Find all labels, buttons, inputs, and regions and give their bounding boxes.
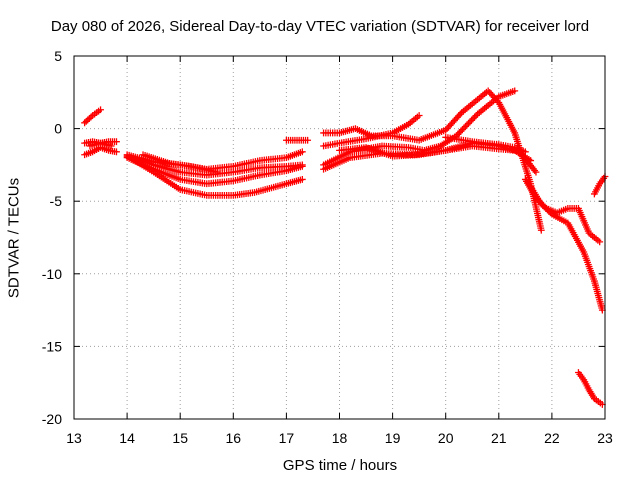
series-arc13	[320, 87, 519, 169]
data-point	[465, 120, 472, 127]
data-point	[460, 124, 468, 132]
data-point	[213, 168, 221, 176]
data-point	[532, 168, 540, 176]
data-point	[304, 136, 312, 144]
data-point	[415, 112, 423, 119]
data-point	[469, 115, 477, 123]
data-point	[486, 89, 494, 96]
axis-ticks: 13 14 15 16 17 18 19 20 21 22 23 5 0 -5 -10 -15 -20	[42, 48, 613, 446]
series-arc4	[86, 139, 115, 150]
series-arc11	[320, 87, 545, 234]
y-tick-label: -5	[50, 193, 63, 209]
data-point	[521, 148, 529, 156]
data-point	[298, 162, 306, 170]
series-arc16	[442, 133, 529, 156]
chart-title: Day 080 of 2026, Sidereal Day-to-day VTE…	[50, 18, 590, 35]
data-point	[458, 126, 466, 134]
data-point	[454, 130, 462, 138]
series-arc12	[320, 112, 423, 150]
data-series	[81, 87, 609, 408]
series-arc9	[139, 151, 221, 176]
data-point	[468, 116, 475, 124]
data-point	[511, 87, 519, 95]
series-arc18	[527, 183, 606, 314]
data-point	[471, 113, 478, 121]
y-tick-label: 0	[54, 121, 62, 137]
y-tick-label: -15	[42, 338, 62, 354]
x-tick-label: 15	[172, 430, 188, 446]
series-arc20	[575, 369, 606, 408]
data-point	[537, 226, 545, 234]
data-point	[546, 209, 554, 217]
series-arc1	[81, 106, 104, 127]
series-arc8	[129, 155, 306, 199]
x-tick-label: 16	[226, 430, 242, 446]
data-point	[596, 238, 604, 246]
x-tick-label: 14	[119, 430, 135, 446]
data-point	[87, 113, 95, 121]
series-arc19	[590, 173, 609, 198]
data-point	[462, 123, 469, 130]
x-tick-label: 21	[491, 430, 507, 446]
y-tick-label: -10	[42, 266, 62, 282]
x-tick-label: 20	[438, 430, 454, 446]
data-point	[466, 118, 474, 126]
data-point	[457, 127, 465, 135]
data-point	[97, 106, 104, 114]
x-tick-label: 22	[544, 430, 560, 446]
x-tick-label: 18	[332, 430, 348, 446]
data-point	[463, 121, 471, 129]
data-point	[455, 129, 463, 137]
data-point	[113, 138, 120, 146]
series-arc10	[283, 136, 312, 144]
x-axis-label: GPS time / hours	[282, 457, 398, 474]
data-point	[472, 112, 480, 120]
data-point	[298, 176, 306, 183]
data-point	[527, 157, 535, 164]
y-tick-label: -20	[42, 411, 62, 427]
x-tick-label: 19	[385, 430, 401, 446]
data-point	[107, 142, 115, 150]
data-point	[298, 148, 306, 156]
x-tick-label: 13	[66, 430, 82, 446]
y-tick-label: 5	[54, 48, 62, 64]
grid-lines	[74, 56, 605, 419]
data-point	[113, 148, 120, 156]
x-tick-label: 17	[279, 430, 295, 446]
y-axis-label: SDTVAR / TECUs	[5, 177, 23, 299]
data-point	[456, 110, 464, 118]
x-tick-label: 23	[597, 430, 613, 446]
